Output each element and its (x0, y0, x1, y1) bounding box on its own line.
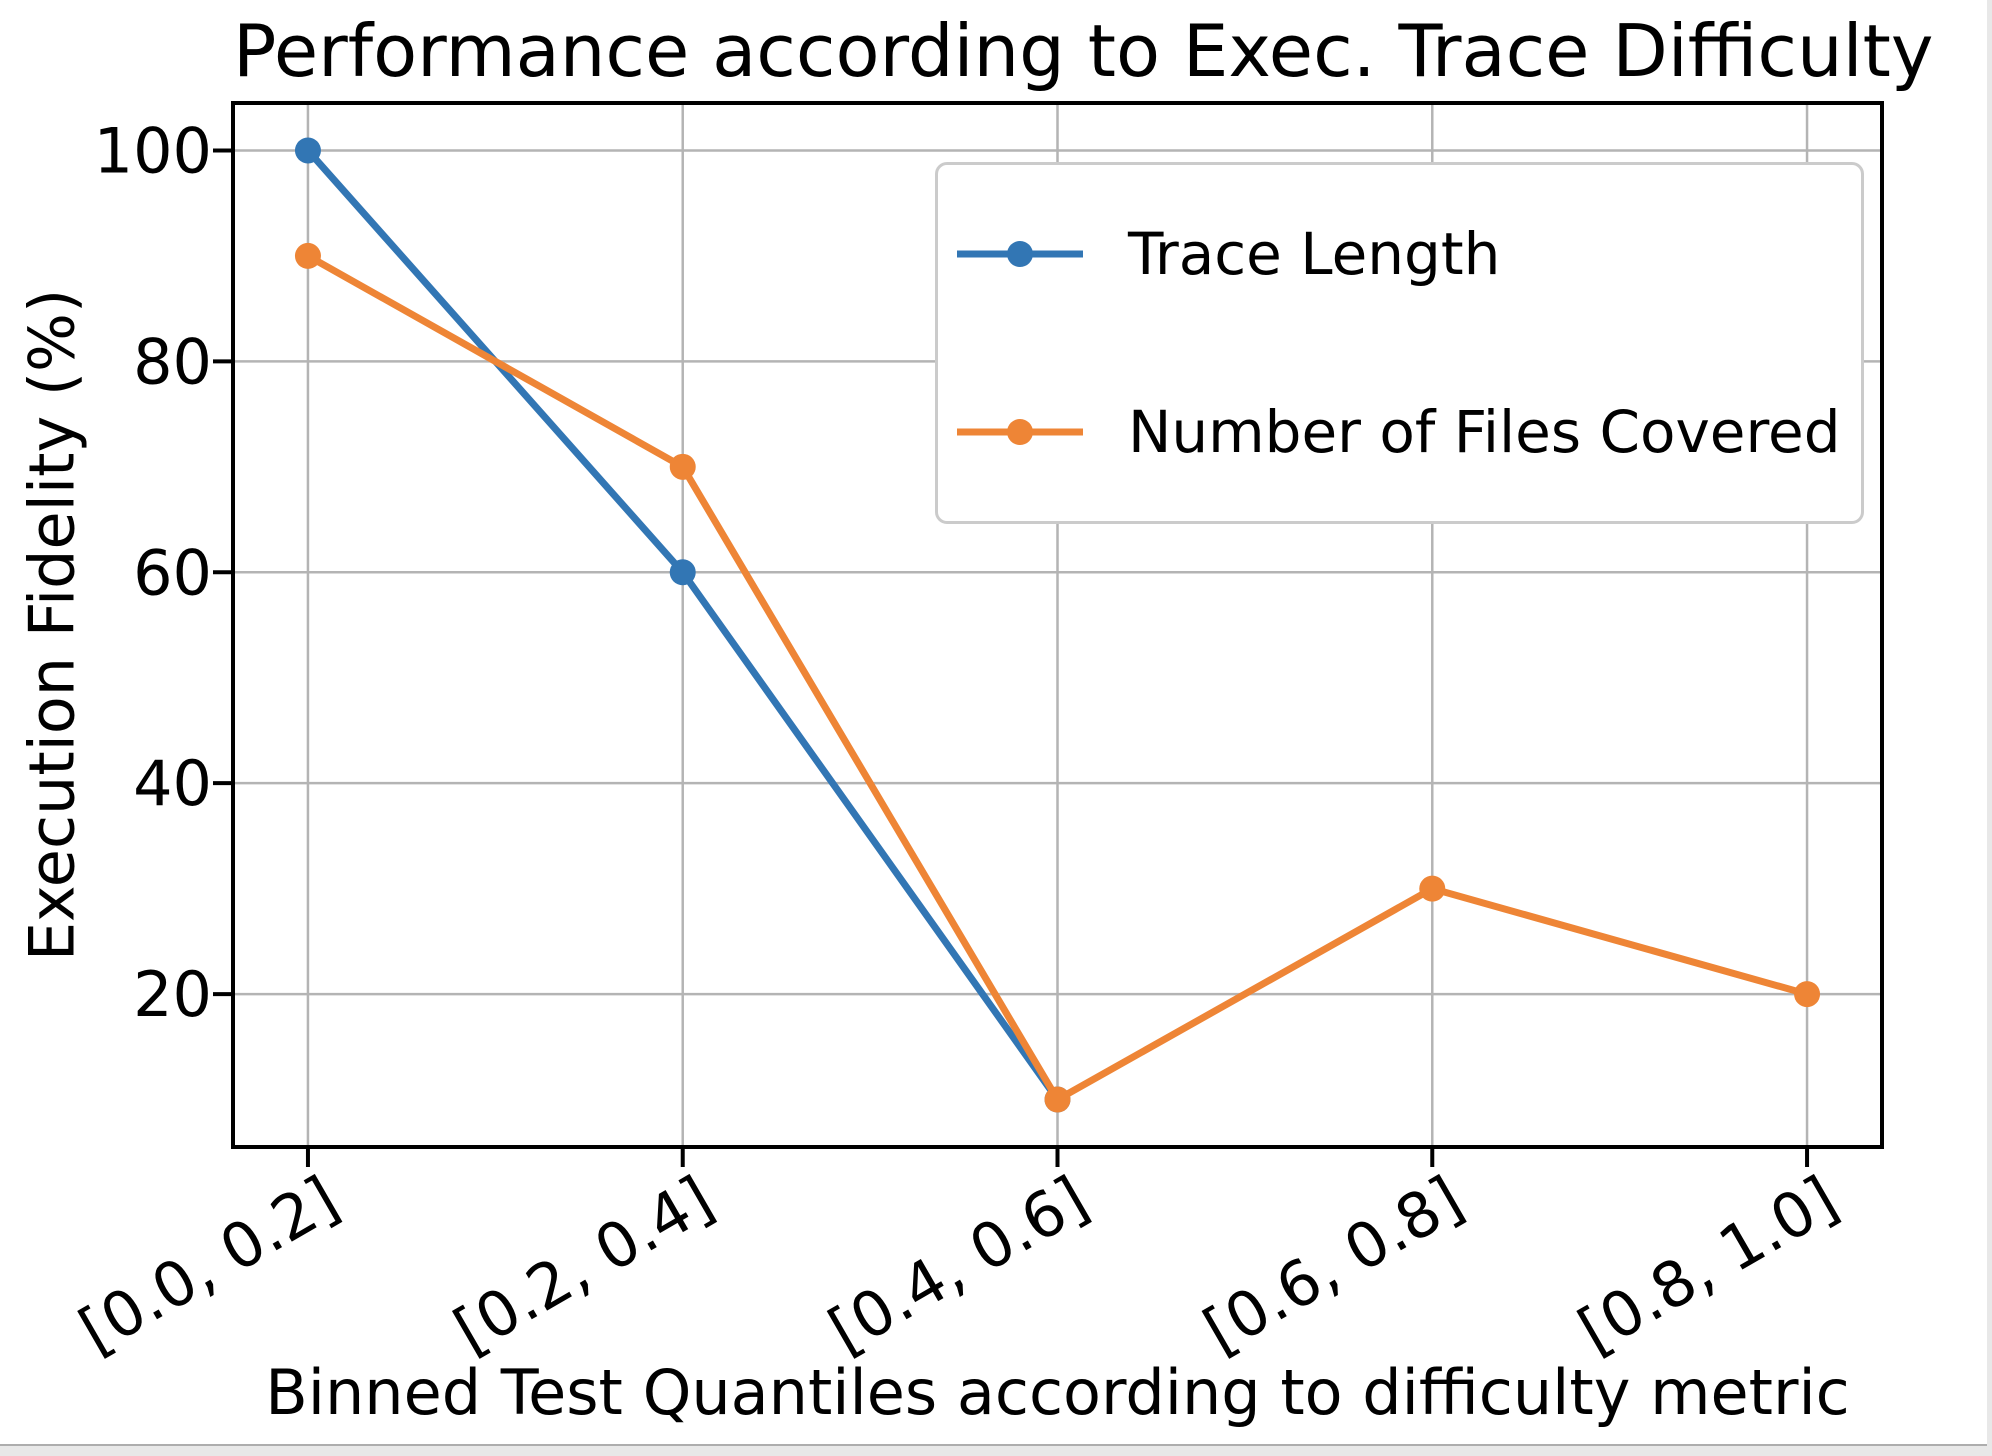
y-tick-label: 20 (133, 958, 212, 1031)
legend-label: Trace Length (1128, 220, 1501, 288)
data-point (1794, 981, 1821, 1008)
legend-line-sample-icon (957, 419, 1083, 445)
legend: Trace Length Number of Files Covered (935, 162, 1864, 524)
window-edge-right (1987, 0, 1992, 1456)
y-tick-label: 60 (133, 536, 212, 609)
y-tick-label: 40 (133, 747, 212, 820)
data-point (1044, 1086, 1071, 1113)
legend-item-trace-length: Trace Length (938, 220, 1861, 288)
x-tick-label: [0.2, 0.4] (442, 1162, 725, 1368)
x-tick-label: [0.4, 0.6] (817, 1162, 1100, 1368)
data-point (294, 137, 321, 164)
data-point (669, 453, 696, 480)
legend-label: Number of Files Covered (1128, 398, 1841, 466)
x-tick-label: [0.6, 0.8] (1191, 1162, 1474, 1368)
data-point (669, 559, 696, 586)
x-axis-label: Binned Test Quantiles according to diffi… (265, 1356, 1850, 1429)
x-tick-label: [0.0, 0.2] (67, 1162, 350, 1368)
legend-item-files-covered: Number of Files Covered (938, 398, 1861, 466)
data-point (1419, 875, 1446, 902)
y-tick-label: 80 (133, 325, 212, 398)
x-tick-label: [0.8, 1.0] (1566, 1162, 1849, 1368)
data-point (294, 242, 321, 269)
y-tick-label: 100 (94, 114, 212, 187)
chart-title: Performance according to Exec. Trace Dif… (233, 9, 1934, 93)
window-edge-bottom (0, 1444, 1992, 1456)
y-axis-label: Execution Fidelity (%) (15, 288, 89, 962)
legend-line-sample-icon (957, 241, 1083, 267)
